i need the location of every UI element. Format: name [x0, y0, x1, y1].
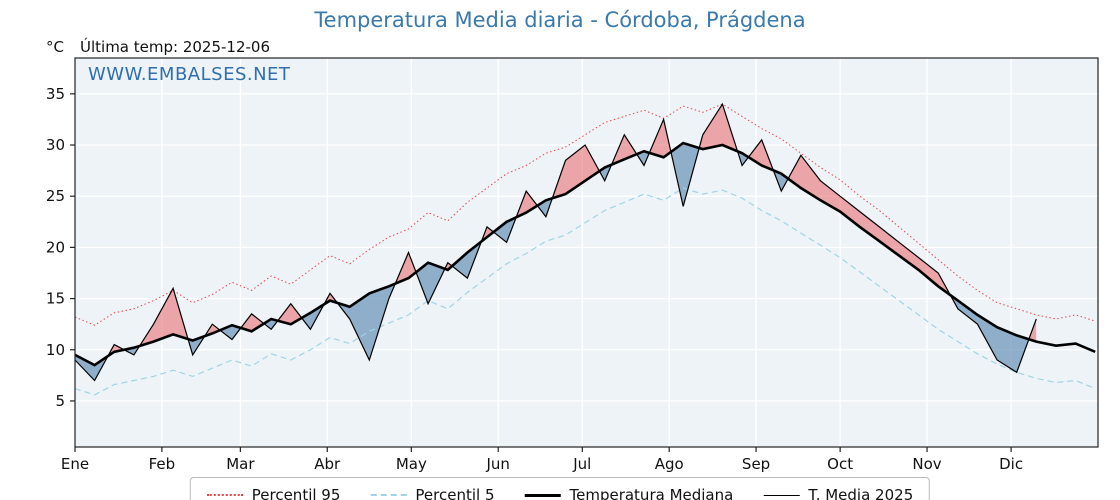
legend: Percentil 95 Percentil 5 Temperatura Med… — [189, 477, 931, 500]
svg-text:15: 15 — [46, 290, 65, 308]
t-media-2025-line-sample — [763, 494, 800, 496]
svg-text:20: 20 — [46, 238, 65, 256]
svg-text:10: 10 — [46, 341, 65, 359]
mediana-line-sample — [524, 493, 561, 497]
legend-label: Percentil 95 — [251, 486, 341, 500]
legend-label: Temperatura Mediana — [569, 486, 734, 500]
svg-text:Mar: Mar — [226, 455, 255, 473]
percentil-95-line-sample — [206, 494, 243, 496]
svg-text:35: 35 — [46, 85, 65, 103]
svg-text:Ago: Ago — [655, 455, 684, 473]
svg-text:Sep: Sep — [742, 455, 770, 473]
svg-text:Jun: Jun — [485, 455, 509, 473]
svg-text:Abr: Abr — [314, 455, 341, 473]
svg-text:5: 5 — [55, 392, 65, 410]
svg-text:Oct: Oct — [827, 455, 853, 473]
watermark: WWW.EMBALSES.NET — [88, 64, 291, 85]
svg-text:Feb: Feb — [149, 455, 176, 473]
svg-text:Dic: Dic — [999, 455, 1023, 473]
y-axis-unit-label: °C — [46, 38, 64, 56]
svg-text:Ene: Ene — [61, 455, 89, 473]
percentil-5-line-sample — [370, 494, 407, 496]
chart-title: Temperatura Media diaria - Córdoba, Prág… — [314, 8, 806, 32]
legend-item-percentil-5: Percentil 5 — [370, 486, 494, 500]
last-temp-label: Última temp: 2025-12-06 — [80, 38, 271, 56]
svg-text:Jul: Jul — [572, 455, 591, 473]
legend-label: T. Media 2025 — [808, 486, 914, 500]
legend-label: Percentil 5 — [415, 486, 495, 500]
svg-text:25: 25 — [46, 187, 65, 205]
svg-text:30: 30 — [46, 136, 65, 154]
legend-item-percentil-95: Percentil 95 — [206, 486, 341, 500]
svg-text:Nov: Nov — [912, 455, 941, 473]
svg-text:May: May — [396, 455, 427, 473]
legend-item-mediana: Temperatura Mediana — [524, 486, 733, 500]
legend-item-t-media-2025: T. Media 2025 — [763, 486, 913, 500]
